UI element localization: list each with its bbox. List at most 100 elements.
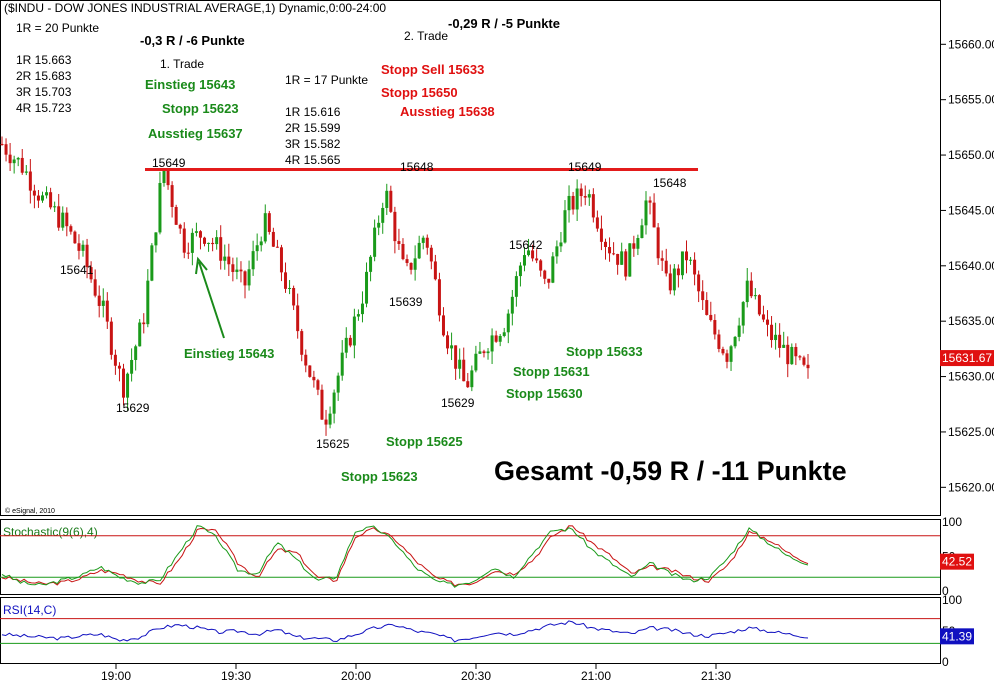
candle-body (45, 192, 49, 196)
candle-body (182, 228, 186, 253)
price-label-15648-a: 15648 (400, 160, 434, 174)
candle-body (409, 262, 413, 270)
indicator-series-line (1, 525, 809, 588)
candle-body (765, 319, 769, 325)
candle-body (725, 353, 729, 362)
candle-body (656, 227, 660, 259)
candle-body (32, 190, 36, 196)
candle-body (502, 332, 506, 336)
candle-body (198, 231, 202, 238)
candle-body (591, 194, 595, 218)
stochastic-indicator: Stochastic(9(6),4)10050042.52 (0, 515, 974, 598)
candle-body (340, 352, 344, 376)
candle-body (385, 190, 389, 208)
candle-body (571, 195, 575, 210)
r17-level-3: 3R 15.582 (285, 137, 341, 151)
candle-body (356, 314, 360, 317)
candle-body (336, 375, 340, 393)
candle-body (624, 251, 628, 277)
time-axis-label: 21:00 (581, 669, 611, 683)
stop-label-5: Stopp 15623 (341, 469, 418, 484)
candle-body (660, 258, 664, 261)
total-result: Gesamt -0,59 R / -11 Punkte (494, 456, 847, 486)
price-axis-label: 15630.00 (948, 370, 994, 384)
candle-body (332, 392, 336, 414)
price-label-15625: 15625 (316, 437, 350, 451)
price-axis: 15660.00 15655.00 15650.00 15645.00 15640.00… (940, 37, 994, 494)
candle-body (215, 237, 219, 245)
r20-level-1: 1R 15.663 (16, 53, 72, 67)
candle-body (170, 185, 174, 207)
candle-body (69, 226, 73, 232)
candle-body (207, 242, 211, 244)
candle-body (478, 351, 482, 354)
stop-label-2: Stopp 15631 (513, 364, 590, 379)
candle-body (365, 271, 369, 304)
candle-body (620, 251, 624, 265)
candle-body (12, 159, 16, 164)
r17-label: 1R = 17 Punkte (285, 73, 368, 87)
candle-body (733, 336, 737, 347)
candle-body (369, 256, 373, 272)
candle-body (223, 256, 227, 261)
trade1-result: -0,3 R / -6 Punkte (140, 33, 245, 48)
candle-body (239, 269, 243, 272)
candle-body (470, 370, 474, 388)
candle-body (421, 237, 425, 243)
candle-body (721, 348, 725, 354)
candle-body (292, 287, 296, 306)
candle-body (490, 335, 494, 352)
candle-body (753, 295, 757, 297)
candle-body (65, 212, 69, 227)
candlestick-series (0, 136, 810, 436)
candle-body (344, 337, 348, 353)
candle-body (8, 154, 12, 164)
trade1-exit: Ausstieg 15637 (148, 126, 243, 141)
candle-body (640, 225, 644, 239)
candle-body (0, 143, 4, 145)
price-label-15629-b: 15629 (441, 396, 475, 410)
candle-body (680, 251, 684, 276)
candle-body (166, 169, 170, 186)
candle-body (603, 241, 607, 248)
candle-body (312, 376, 316, 381)
candle-body (101, 300, 105, 306)
candle-body (474, 353, 478, 371)
price-axis-label: 15640.00 (948, 259, 994, 273)
candle-body (89, 267, 93, 280)
r20-level-3: 3R 15.703 (16, 85, 72, 99)
indicator-current-label: 41.39 (942, 629, 972, 643)
candle-body (458, 359, 462, 369)
candle-body (381, 207, 385, 223)
candle-body (320, 389, 324, 420)
trade2-exit: Ausstieg 15638 (400, 104, 495, 119)
candle-body (701, 291, 705, 301)
candle-body (676, 268, 680, 276)
candle-body (36, 195, 40, 201)
price-axis-label: 15650.00 (948, 148, 994, 162)
candle-body (138, 322, 142, 347)
price-label-15639: 15639 (389, 295, 423, 309)
candle-body (73, 231, 77, 244)
candle-body (798, 356, 802, 358)
candle-body (24, 171, 28, 173)
candle-body (802, 357, 806, 365)
candle-body (786, 344, 790, 365)
candle-body (567, 195, 571, 211)
candle-body (425, 237, 429, 248)
candle-body (49, 192, 53, 208)
candle-body (437, 279, 441, 316)
candle-body (194, 231, 198, 233)
price-axis-label: 15635.00 (948, 314, 994, 328)
candle-body (373, 227, 377, 257)
candle-body (632, 243, 636, 249)
trade1-entry: Einstieg 15643 (145, 77, 235, 92)
indicator-title: RSI(14,C) (3, 603, 56, 617)
candle-body (117, 365, 121, 369)
candle-body (105, 300, 109, 322)
candle-body (482, 351, 486, 354)
candle-body (97, 295, 101, 306)
candle-body (150, 245, 154, 281)
r20-level-4: 4R 15.723 (16, 101, 72, 115)
candle-body (498, 335, 502, 342)
